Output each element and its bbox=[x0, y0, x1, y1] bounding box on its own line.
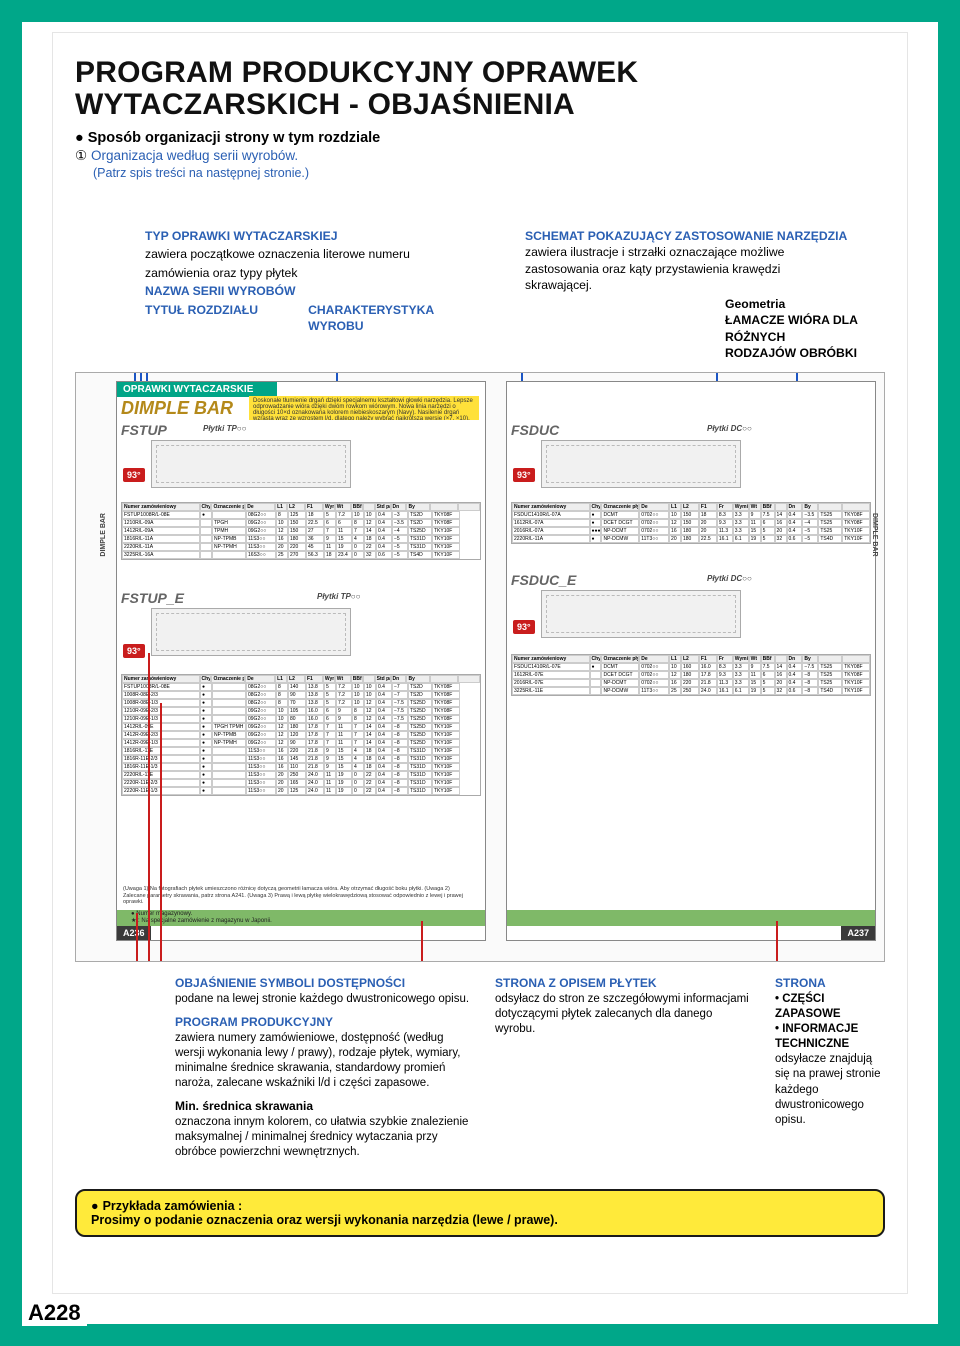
right-table-1: Numer zamówieniowyChytOznaczenie płytkiD… bbox=[511, 502, 871, 544]
ur-lam1: ŁAMACZE WIÓRA DLA RÓŻNYCH bbox=[525, 312, 865, 345]
angle-93-right-2: 93° bbox=[513, 620, 535, 634]
la-a2-h: PROGRAM PRODUKCYJNY bbox=[175, 1015, 475, 1031]
ul-line4: CHARAKTERYSTYKA bbox=[308, 303, 434, 317]
tool-sketch-2 bbox=[151, 608, 351, 656]
intro-bullet: Sposób organizacji strony w tym rozdzial… bbox=[75, 130, 885, 146]
left-table-2: Numer zamówieniowyChytOznaczenie płytkiD… bbox=[121, 674, 481, 796]
conn-red-2 bbox=[148, 653, 150, 962]
angle-93-right-1: 93° bbox=[513, 468, 535, 482]
la-b1-h: STRONA Z OPISEM PŁYTEK bbox=[495, 976, 755, 992]
conn-red-5 bbox=[776, 921, 778, 962]
side-label-right: DIMPLE BAR bbox=[871, 513, 878, 557]
page-a236: A236 bbox=[117, 926, 151, 940]
right-page-panel: FSDUC Płytki DC○○ 93° Numer zamówieniowy… bbox=[506, 381, 876, 941]
plate-tp-label: Płytki TP○○ bbox=[203, 424, 246, 433]
la-c1-h: STRONA bbox=[775, 976, 885, 992]
conn-red-3 bbox=[160, 703, 162, 962]
upper-right-col: SCHEMAT POKAZUJĄCY ZASTOSOWANIE NARZĘDZI… bbox=[525, 228, 865, 362]
title-line-2: WYTACZARSKICH - OBJAŚNIENIA bbox=[75, 89, 885, 121]
side-label-left: DIMPLE BAR bbox=[100, 513, 107, 557]
ul-line2: NAZWA SERII WYROBÓW bbox=[145, 284, 296, 298]
la-c1-l1: • CZĘŚCI ZAPASOWE bbox=[775, 993, 841, 1020]
tool-sketch-4 bbox=[541, 590, 741, 638]
plate-dc-label-2: Płytki DC○○ bbox=[707, 574, 752, 583]
la-a1-h: OBJAŚNIENIE SYMBOLI DOSTĘPNOŚCI bbox=[175, 976, 475, 992]
ul-line1: TYP OPRAWKI WYTACZARSKIEJ bbox=[145, 229, 338, 243]
order-example-box: Przykłada zamówienia : Prosimy o podanie… bbox=[75, 1189, 885, 1237]
ul-line4b: WYROBU bbox=[308, 319, 364, 333]
circled-1: ① bbox=[75, 148, 91, 164]
ur-lam2: RODZAJÓW OBRÓBKI bbox=[525, 345, 865, 361]
lower-annotations: OBJAŚNIENIE SYMBOLI DOSTĘPNOŚCI podane n… bbox=[75, 976, 885, 1169]
content-area: PROGRAM PRODUKCYJNY OPRAWEK WYTACZARSKIC… bbox=[52, 32, 908, 1294]
title-line-1: PROGRAM PRODUKCYJNY OPRAWEK bbox=[75, 57, 885, 89]
ul-line1c: zamówienia oraz typy płytek bbox=[145, 265, 485, 281]
lower-col-b: STRONA Z OPISEM PŁYTEK odsyłacz do stron… bbox=[495, 976, 755, 1169]
order-lead: Przykłada zamówienia : bbox=[91, 1199, 242, 1213]
yellow-note-strip: Doskonałe tłumienie drgań dzięki specjal… bbox=[249, 396, 479, 420]
conn-red-4 bbox=[421, 921, 423, 962]
order-text: Prosimy o podanie oznaczenia oraz wersji… bbox=[91, 1213, 558, 1227]
la-c1-l2: • INFORMACJE TECHNICZNE bbox=[775, 1023, 858, 1050]
right-green-foot bbox=[507, 910, 875, 926]
page-code: A228 bbox=[22, 1300, 87, 1326]
la-a3-t: oznaczona innym kolorem, co ułatwia szyb… bbox=[175, 1115, 475, 1161]
intro-sub-text: Organizacja według serii wyrobów. bbox=[91, 148, 298, 163]
tool-sketch-1 bbox=[151, 440, 351, 488]
la-a3-h: Min. średnica skrawania bbox=[175, 1099, 313, 1113]
main-diagram: OPRAWKI WYTACZARSKIE DIMPLE BAR Doskonał… bbox=[75, 372, 885, 962]
page-a237: A237 bbox=[841, 926, 875, 940]
foot-legend: ● Numer magazynowy. ★ : Na specjalne zam… bbox=[131, 911, 272, 924]
right-table-2: Numer zamówieniowyChytOznaczenie płytkiD… bbox=[511, 654, 871, 696]
la-b1-t: odsyłacz do stron ze szczegółowymi infor… bbox=[495, 992, 755, 1038]
left-table-1: Numer zamówieniowyChytOznaczenie płytkiD… bbox=[121, 502, 481, 560]
la-a1-t: podane na lewej stronie każdego dwustron… bbox=[175, 992, 475, 1007]
page-title: PROGRAM PRODUKCYJNY OPRAWEK WYTACZARSKIC… bbox=[75, 57, 885, 120]
angle-93-left-2: 93° bbox=[123, 644, 145, 658]
tool-sketch-3 bbox=[541, 440, 741, 488]
fstup-e-label: FSTUP_E bbox=[121, 590, 184, 606]
upper-left-col: TYP OPRAWKI WYTACZARSKIEJ zawiera począt… bbox=[145, 228, 485, 362]
fstup-label: FSTUP bbox=[121, 422, 167, 438]
intro-note: (Patrz spis treści na następnej stronie.… bbox=[75, 166, 885, 180]
ur-line1b: zawiera ilustracje i strzałki oznaczając… bbox=[525, 244, 865, 260]
left-page-panel: OPRAWKI WYTACZARSKIE DIMPLE BAR Doskonał… bbox=[116, 381, 486, 941]
intro-sub: ①Organizacja według serii wyrobów. bbox=[75, 148, 885, 164]
ur-geo: Geometria bbox=[525, 296, 865, 312]
ul-line3: TYTUŁ ROZDZIAŁU bbox=[145, 302, 258, 335]
lower-col-c: STRONA • CZĘŚCI ZAPASOWE • INFORMACJE TE… bbox=[775, 976, 885, 1169]
page-frame: PROGRAM PRODUKCYJNY OPRAWEK WYTACZARSKIC… bbox=[0, 0, 960, 1346]
ur-line1c: zastosowania oraz kąty przystawienia kra… bbox=[525, 261, 865, 277]
la-a2-t: zawiera numery zamówieniowe, dostępność … bbox=[175, 1031, 475, 1092]
ur-line1d: skrawającej. bbox=[525, 277, 865, 293]
dimple-bar-label: DIMPLE BAR bbox=[121, 398, 233, 419]
plate-tp-label-2: Płytki TP○○ bbox=[317, 592, 360, 601]
la-c1-t: odsyłacze znajdują się na prawej stronie… bbox=[775, 1052, 885, 1128]
lower-col-a: OBJAŚNIENIE SYMBOLI DOSTĘPNOŚCI podane n… bbox=[175, 976, 475, 1169]
uwaga-note: (Uwaga 1) Na fotografiach płytek umieszc… bbox=[123, 886, 473, 906]
conn-red-1 bbox=[136, 913, 138, 962]
fsduc-e-label: FSDUC_E bbox=[511, 572, 576, 588]
fsduc-label: FSDUC bbox=[511, 422, 559, 438]
left-head-bar: OPRAWKI WYTACZARSKIE bbox=[117, 382, 277, 397]
upper-annotations: TYP OPRAWKI WYTACZARSKIEJ zawiera począt… bbox=[75, 228, 885, 362]
plate-dc-label: Płytki DC○○ bbox=[707, 424, 752, 433]
ul-line1b: zawiera początkowe oznaczenia literowe n… bbox=[145, 246, 485, 262]
angle-93-left-1: 93° bbox=[123, 468, 145, 482]
ur-line1: SCHEMAT POKAZUJĄCY ZASTOSOWANIE NARZĘDZI… bbox=[525, 229, 847, 243]
